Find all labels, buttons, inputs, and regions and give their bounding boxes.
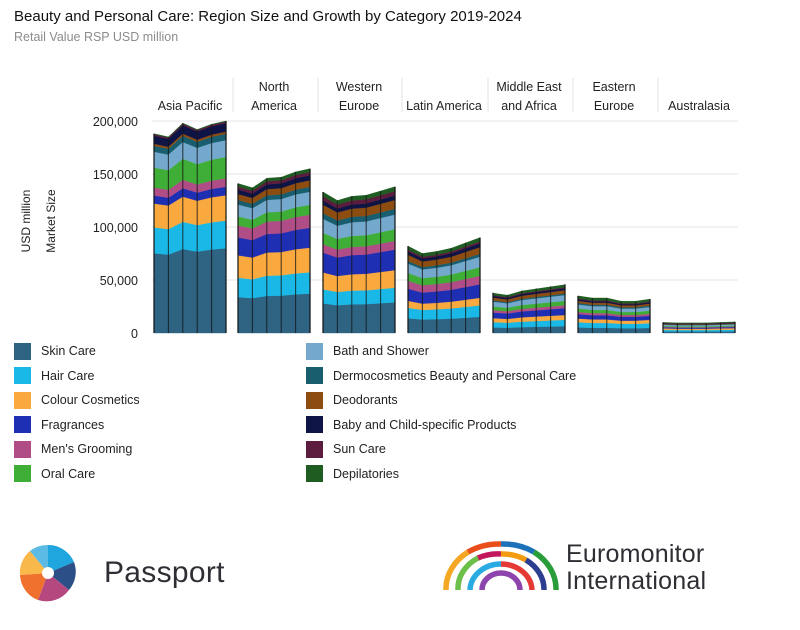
legend-label: Hair Care (41, 368, 95, 383)
region-label: Australasia (668, 99, 730, 113)
region-label: North America (251, 80, 297, 113)
region-area-group (153, 120, 227, 334)
legend-swatch (306, 367, 323, 384)
euromonitor-logo-icon (443, 541, 559, 590)
legend-swatch (306, 440, 323, 458)
legend-label: Dermocosmetics Beauty and Personal Care (333, 368, 577, 383)
legend-item: Deodorants (306, 391, 398, 409)
legend-item: Hair Care (14, 367, 95, 385)
region-area-group (577, 295, 651, 334)
legend-label: Baby and Child-specific Products (333, 417, 517, 432)
euromonitor-logo-line2: International (566, 567, 707, 595)
legend-swatch (306, 465, 323, 482)
region-label: Latin America (406, 99, 482, 113)
legend-item: Oral Care (14, 465, 95, 483)
euromonitor-logo-text: Euromonitor International (566, 541, 706, 595)
legend-label: Fragrances (41, 417, 105, 432)
legend-swatch (14, 416, 31, 433)
chart-title: Beauty and Personal Care: Region Size an… (14, 8, 522, 25)
legend-swatch (306, 342, 323, 360)
passport-logo-icon (19, 544, 76, 602)
euromonitor-logo-line1: Euromonitor (566, 540, 705, 568)
legend-item: Skin Care (14, 342, 96, 360)
y-axis-title-2: Market Size (44, 189, 58, 253)
legend-swatch (14, 440, 31, 458)
y-axis-title: USD million (19, 190, 33, 253)
legend-swatch (14, 465, 31, 482)
region-area-group (322, 186, 396, 334)
region-area-group (492, 284, 566, 334)
region-label: Eastern Europe (592, 80, 635, 113)
region-area-group (662, 321, 736, 334)
passport-logo-text: Passport (104, 556, 225, 589)
legend-swatch (14, 342, 31, 360)
y-tick-label: 0 (131, 327, 138, 340)
legend-item: Bath and Shower (306, 342, 429, 360)
legend-item: Sun Care (306, 440, 386, 458)
region-label: Asia Pacific (158, 99, 223, 113)
legend-swatch (14, 391, 31, 409)
market-size-chart: USD million Market Size 0 50,000 100,000 150,… (19, 78, 738, 340)
region-label: Middle East and Africa (496, 80, 562, 113)
area-skin-care (153, 247, 227, 334)
legend-swatch (306, 416, 323, 433)
legend-swatch (14, 367, 31, 384)
y-tick-label: 100,000 (93, 221, 138, 235)
legend-swatch (306, 391, 323, 409)
y-tick-label: 200,000 (93, 115, 138, 129)
legend-label: Oral Care (41, 466, 96, 481)
legend-item: Colour Cosmetics (14, 391, 140, 409)
legend-label: Bath and Shower (333, 344, 429, 358)
legend-item: Baby and Child-specific Products (306, 416, 516, 434)
legend-item: Men's Grooming (14, 440, 132, 458)
legend-item: Depilatories (306, 465, 399, 483)
legend-label: Colour Cosmetics (41, 393, 140, 407)
legend-label: Deodorants (333, 393, 398, 407)
region-area-group (237, 168, 311, 334)
legend-label: Skin Care (41, 344, 96, 358)
y-tick-label: 150,000 (93, 168, 138, 182)
legend-item: Dermocosmetics Beauty and Personal Care (306, 367, 576, 385)
area-skin-care (237, 293, 311, 334)
legend-label: Depilatories (333, 466, 400, 481)
legend-label: Sun Care (333, 442, 386, 456)
region-area-group (407, 237, 481, 334)
y-tick-label: 50,000 (100, 274, 138, 288)
chart-subtitle: Retail Value RSP USD million (14, 30, 179, 44)
legend-item: Fragrances (14, 416, 104, 434)
area-skin-care (322, 302, 396, 334)
legend-label: Men's Grooming (41, 442, 133, 456)
region-label: Western Europe (336, 80, 382, 113)
